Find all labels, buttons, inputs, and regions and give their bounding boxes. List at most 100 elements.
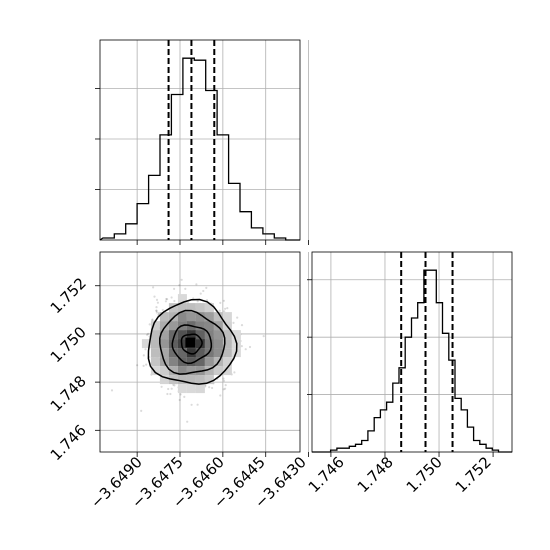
joint-density-cell	[177, 384, 187, 394]
joint-point	[166, 392, 169, 396]
joint-point	[155, 309, 158, 312]
joint-density-cell	[150, 321, 160, 331]
joint-point	[146, 333, 149, 336]
joint-point	[157, 311, 160, 314]
joint-axes-frame	[99, 251, 301, 453]
joint-density-cell	[159, 366, 169, 376]
joint-point	[167, 387, 170, 391]
joint-density-cell	[168, 303, 178, 313]
joint-point	[224, 307, 227, 310]
joint-density-cell	[222, 339, 232, 349]
panel-marginal-x	[95, 39, 309, 245]
joint-density-cell	[204, 366, 214, 376]
joint-density-cell	[195, 339, 205, 349]
top-axes-frame	[99, 39, 301, 241]
joint-point	[164, 300, 167, 303]
joint-density-cell	[204, 303, 214, 313]
joint-density-cell	[168, 366, 178, 376]
joint-density-cell	[213, 321, 223, 331]
joint-density-cell	[150, 357, 160, 367]
joint-density-cell	[150, 330, 160, 340]
joint-density-cell	[195, 321, 205, 331]
joint-point	[153, 295, 156, 298]
joint-point	[222, 388, 225, 391]
joint-density-cell	[213, 312, 223, 322]
joint-point	[236, 316, 239, 319]
joint-point	[151, 319, 154, 322]
joint-point	[190, 403, 193, 406]
joint-density-cell	[195, 303, 205, 313]
joint-point	[142, 364, 145, 367]
joint-point	[179, 393, 182, 396]
joint-density-cell	[168, 357, 178, 367]
joint-contour-1	[159, 309, 226, 375]
joint-density-cell	[222, 357, 232, 367]
joint-density-cell	[177, 366, 187, 376]
joint-density-cell	[177, 312, 187, 322]
joint-point	[218, 309, 221, 312]
joint-density-cell	[159, 348, 169, 358]
right-xtick-label-3: 1.752	[452, 453, 495, 496]
joint-density-cell	[186, 312, 196, 322]
joint-point	[178, 398, 181, 402]
joint-point	[173, 384, 176, 387]
joint-point	[147, 332, 150, 335]
joint-point	[155, 311, 158, 314]
joint-point	[219, 301, 222, 304]
joint-point	[224, 384, 227, 387]
joint-density-cell	[150, 339, 160, 349]
joint-density-cell	[213, 348, 223, 358]
top-grid	[100, 40, 309, 240]
joint-density-cell	[141, 339, 151, 349]
joint-density-cell	[204, 312, 214, 322]
joint-point	[142, 354, 145, 357]
joint-density-cell	[168, 339, 178, 349]
joint-density-cell	[159, 330, 169, 340]
joint-density-cell	[150, 366, 160, 376]
joint-density-cell	[186, 348, 196, 358]
joint-point	[156, 301, 159, 304]
joint-density-cell	[168, 348, 178, 358]
joint-density-cell	[204, 357, 214, 367]
joint-density-cell	[204, 321, 214, 331]
joint-ytick-label-0: 1.746	[47, 421, 90, 464]
joint-density-cell	[186, 375, 196, 385]
joint-point	[160, 385, 163, 388]
joint-point	[196, 403, 199, 406]
joint-density-cell	[186, 384, 196, 394]
joint-density-cell	[177, 294, 187, 304]
joint-point	[195, 283, 198, 286]
joint-point	[186, 420, 189, 423]
joint-density-peak	[185, 337, 196, 348]
right-xtick-label-0: 1.746	[305, 453, 348, 496]
joint-point	[248, 345, 252, 349]
joint-point	[151, 318, 154, 321]
joint-point	[240, 345, 243, 348]
joint-point	[172, 383, 175, 386]
joint-density-cell	[213, 366, 223, 376]
joint-point	[205, 299, 209, 302]
joint-point	[205, 286, 208, 289]
joint-density-cell	[177, 303, 187, 313]
joint-point	[226, 307, 229, 310]
tick-label-layer: 1.746 1.748 1.750 1.752 −3.6490 −3.6475 …	[47, 274, 495, 512]
joint-density-cell	[222, 348, 232, 358]
joint-density-cell	[159, 312, 169, 322]
joint-density-cell	[204, 339, 214, 349]
joint-point	[183, 395, 186, 398]
joint-point	[173, 299, 176, 303]
joint-density-cell	[177, 330, 187, 340]
joint-point	[180, 278, 183, 281]
joint-point	[184, 287, 187, 290]
joint-point	[166, 298, 169, 301]
joint-density-cell	[195, 384, 205, 394]
joint-point	[223, 310, 226, 313]
joint-point	[222, 299, 225, 302]
joint-point	[152, 286, 155, 289]
top-ticks	[95, 88, 309, 245]
joint-point	[233, 371, 236, 374]
top-quantile-lines	[167, 40, 216, 240]
panel-marginal-y	[307, 251, 513, 457]
joint-density-cell	[177, 348, 187, 358]
